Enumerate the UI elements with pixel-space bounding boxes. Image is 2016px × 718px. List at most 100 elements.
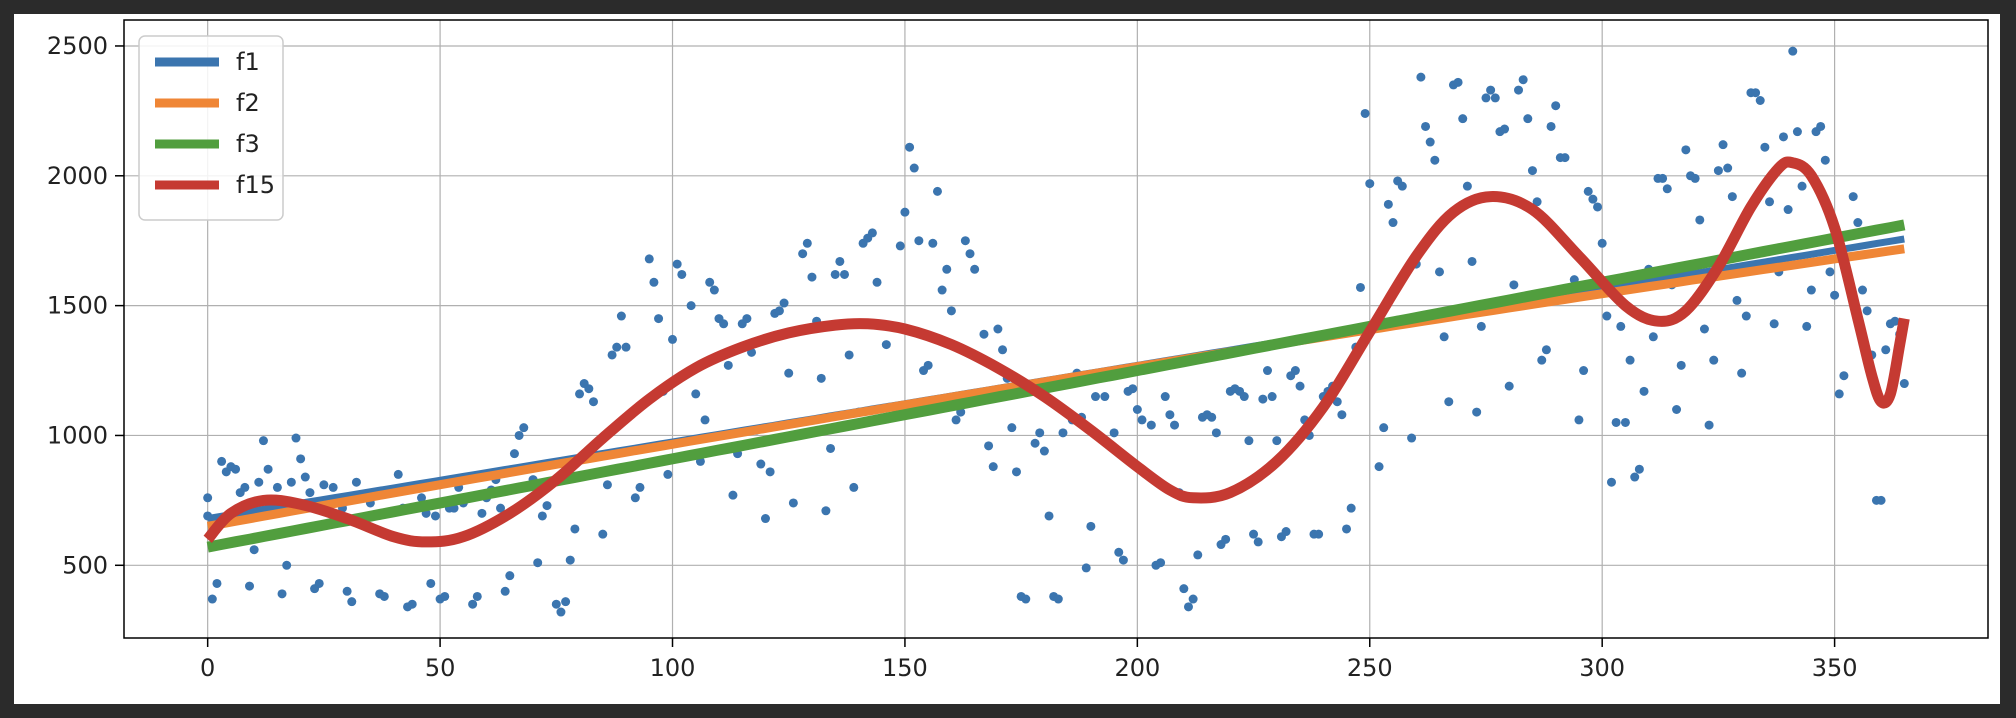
scatter-point <box>430 511 440 521</box>
scatter-point <box>477 508 487 518</box>
scatter-point <box>1853 218 1863 228</box>
scatter-point <box>1769 319 1779 329</box>
scatter-point <box>784 368 794 378</box>
scatter-point <box>1676 360 1686 370</box>
scatter-point <box>798 249 808 259</box>
scatter-point <box>1583 186 1593 196</box>
scatter-point <box>993 324 1003 334</box>
scatter-point <box>286 477 296 487</box>
legend-label-f15: f15 <box>236 171 275 199</box>
scatter-point <box>1765 197 1775 207</box>
scatter-point <box>1625 355 1635 365</box>
scatter-point <box>946 306 956 316</box>
scatter-point <box>979 329 989 339</box>
scatter-point <box>835 256 845 266</box>
series-line-f2 <box>206 244 1905 531</box>
scatter-point <box>668 334 678 344</box>
scatter-point <box>844 350 854 360</box>
scatter-point <box>1021 594 1031 604</box>
scatter-point <box>1039 446 1049 456</box>
scatter-point <box>1593 202 1603 212</box>
series-line-f15 <box>203 156 1910 548</box>
scatter-point <box>1379 423 1389 433</box>
scatter-point <box>849 482 859 492</box>
scatter-point <box>1081 563 1091 573</box>
scatter-point <box>756 459 766 469</box>
scatter-point <box>1797 181 1807 191</box>
scatter-point <box>1156 558 1166 568</box>
scatter-point <box>1546 121 1556 131</box>
x-tick-label: 150 <box>882 654 928 682</box>
scatter-point <box>1434 267 1444 277</box>
scatter-point <box>630 493 640 503</box>
scatter-point <box>1011 467 1021 477</box>
y-tick-label: 2000 <box>47 162 108 190</box>
scatter-point <box>1783 205 1793 215</box>
scatter-point <box>542 501 552 511</box>
scatter-point <box>1560 153 1570 163</box>
scatter-point <box>1114 547 1124 557</box>
scatter-point <box>1820 155 1830 165</box>
scatter-point <box>691 389 701 399</box>
scatter-point <box>1881 345 1891 355</box>
scatter-point <box>1355 282 1365 292</box>
scatter-point <box>914 236 924 246</box>
scatter-point <box>881 340 891 350</box>
scatter-point <box>1165 410 1175 420</box>
scatter-point <box>1091 392 1101 402</box>
scatter-point <box>1444 397 1454 407</box>
scatter-point <box>937 285 947 295</box>
scatter-point <box>1541 345 1551 355</box>
scatter-point <box>1239 392 1249 402</box>
scatter-point <box>705 277 715 287</box>
scatter-point <box>1425 137 1435 147</box>
scatter-point <box>1834 389 1844 399</box>
scatter-point <box>1620 417 1630 427</box>
scatter-point <box>1128 384 1138 394</box>
scatter-point <box>1672 404 1682 414</box>
scatter-point <box>1337 410 1347 420</box>
scatter-point <box>1825 267 1835 277</box>
scatter-point <box>998 345 1008 355</box>
scatter-point <box>1383 199 1393 209</box>
scatter-point <box>1267 392 1277 402</box>
scatter-point <box>240 482 250 492</box>
scatter-point <box>1509 280 1519 290</box>
scatter-point <box>1053 594 1063 604</box>
scatter-point <box>1272 436 1282 446</box>
scatter-point <box>584 384 594 394</box>
scatter-point <box>272 482 282 492</box>
scatter-point <box>719 319 729 329</box>
scatter-point <box>1170 420 1180 430</box>
scatter-point <box>1179 584 1189 594</box>
scatter-point <box>1862 306 1872 316</box>
scatter-point <box>1713 166 1723 176</box>
scatter-point <box>1741 311 1751 321</box>
scatter-point <box>1137 415 1147 425</box>
scatter-point <box>212 578 222 588</box>
scatter-point <box>932 186 942 196</box>
scatter-point <box>621 342 631 352</box>
scatter-point <box>1086 521 1096 531</box>
scatter-point <box>1704 420 1714 430</box>
scatter-point <box>1537 355 1547 365</box>
scatter-point <box>728 490 738 500</box>
scatter-point <box>1602 311 1612 321</box>
scatter-point <box>1374 462 1384 472</box>
scatter-point <box>765 467 775 477</box>
scatter-point <box>1490 93 1500 103</box>
scatter-point <box>570 524 580 534</box>
scatter-point <box>1281 527 1291 537</box>
scatter-point <box>407 599 417 609</box>
legend-label-f1: f1 <box>236 48 260 76</box>
scatter-point <box>1597 238 1607 248</box>
scatter-point <box>282 560 292 570</box>
scatter-point <box>965 249 975 259</box>
scatter-point <box>1467 256 1477 266</box>
scatter-point <box>328 482 338 492</box>
scatter-point <box>1681 145 1691 155</box>
scatter-point <box>607 350 617 360</box>
scatter-point <box>1658 173 1668 183</box>
scatter-point <box>1132 404 1142 414</box>
scatter-point <box>207 594 217 604</box>
